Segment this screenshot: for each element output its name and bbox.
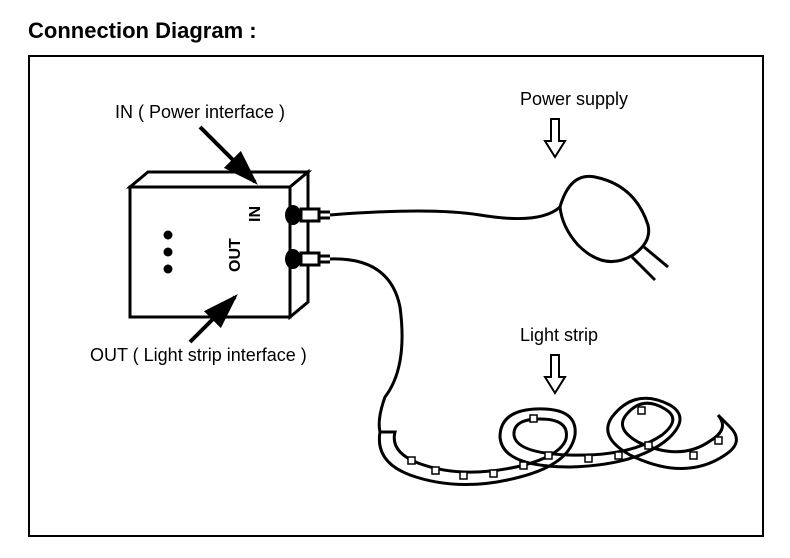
out-cable xyxy=(301,253,402,432)
diagram-svg: IN OUT xyxy=(30,57,762,535)
svg-text:IN: IN xyxy=(247,206,264,222)
svg-text:OUT: OUT xyxy=(227,238,244,272)
controller-box: IN OUT xyxy=(130,172,308,317)
in-cable xyxy=(301,207,560,221)
light-strip-arrow xyxy=(545,355,565,393)
light-strip-shape xyxy=(379,398,736,484)
diagram-title: Connection Diagram : xyxy=(28,18,257,44)
power-supply-arrow xyxy=(545,119,565,157)
power-adapter xyxy=(560,176,668,280)
diagram-frame: IN ( Power interface ) OUT ( Light strip… xyxy=(28,55,764,537)
